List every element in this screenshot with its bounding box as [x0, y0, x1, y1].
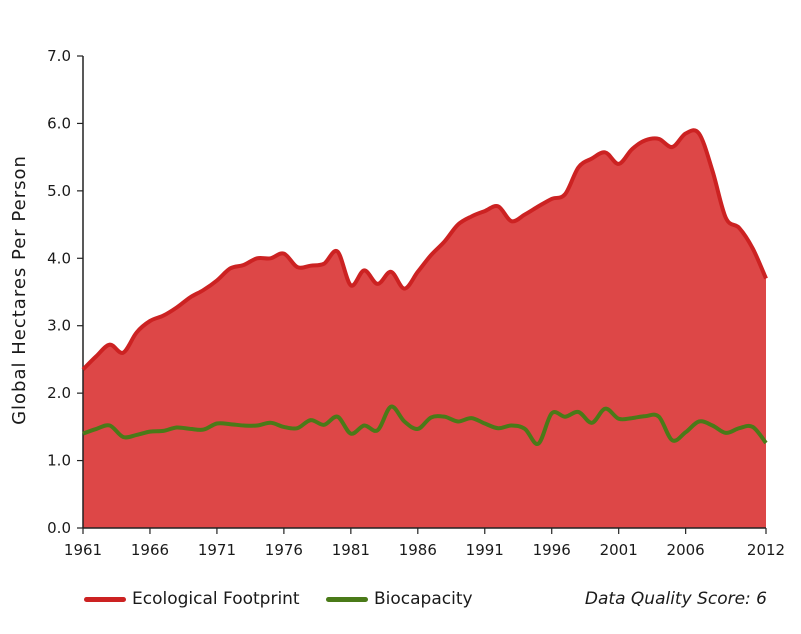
x-tick-label: 2006 [667, 541, 705, 559]
x-tick-label: 1976 [265, 541, 303, 559]
x-tick-label: 1966 [131, 541, 169, 559]
legend-swatch-ecological-footprint [84, 596, 126, 602]
y-tick-label: 0.0 [47, 519, 71, 537]
y-tick-label: 6.0 [47, 114, 71, 132]
data-quality-score: Data Quality Score: 6 [584, 589, 767, 609]
x-tick-label: 2012 [747, 541, 785, 559]
y-tick-label: 4.0 [47, 249, 71, 267]
legend: Ecological Footprint Biocapacity [84, 584, 774, 614]
y-tick-label: 7.0 [47, 47, 71, 65]
x-tick-label: 2001 [600, 541, 638, 559]
y-axis-label: Global Hectares Per Person [9, 155, 30, 425]
x-tick-label: 1971 [198, 541, 236, 559]
plot-area: 0.0 1.0 2.0 3.0 4.0 5.0 6.0 7.0 1961 1966 1971 1976… [47, 47, 785, 559]
biocapacity-line [82, 404, 768, 446]
y-tick-label: 5.0 [47, 182, 71, 200]
x-tick-label: 1961 [64, 541, 102, 559]
x-tick-label: 1991 [466, 541, 504, 559]
legend-label-ecological-footprint: Ecological Footprint [132, 589, 300, 609]
ecological-footprint-line [81, 128, 768, 371]
legend-item-biocapacity: Biocapacity [326, 584, 473, 614]
y-tick-label: 3.0 [47, 317, 71, 335]
x-tick-label: 1981 [332, 541, 370, 559]
legend-item-ecological-footprint: Ecological Footprint [84, 584, 300, 614]
legend-label-biocapacity: Biocapacity [374, 589, 473, 609]
legend-swatch-biocapacity [326, 596, 368, 602]
ecological-footprint-area [83, 130, 766, 528]
y-tick-label: 2.0 [47, 384, 71, 402]
x-tick-label: 1996 [533, 541, 571, 559]
x-tick-label: 1986 [399, 541, 437, 559]
y-tick-label: 1.0 [47, 452, 71, 470]
